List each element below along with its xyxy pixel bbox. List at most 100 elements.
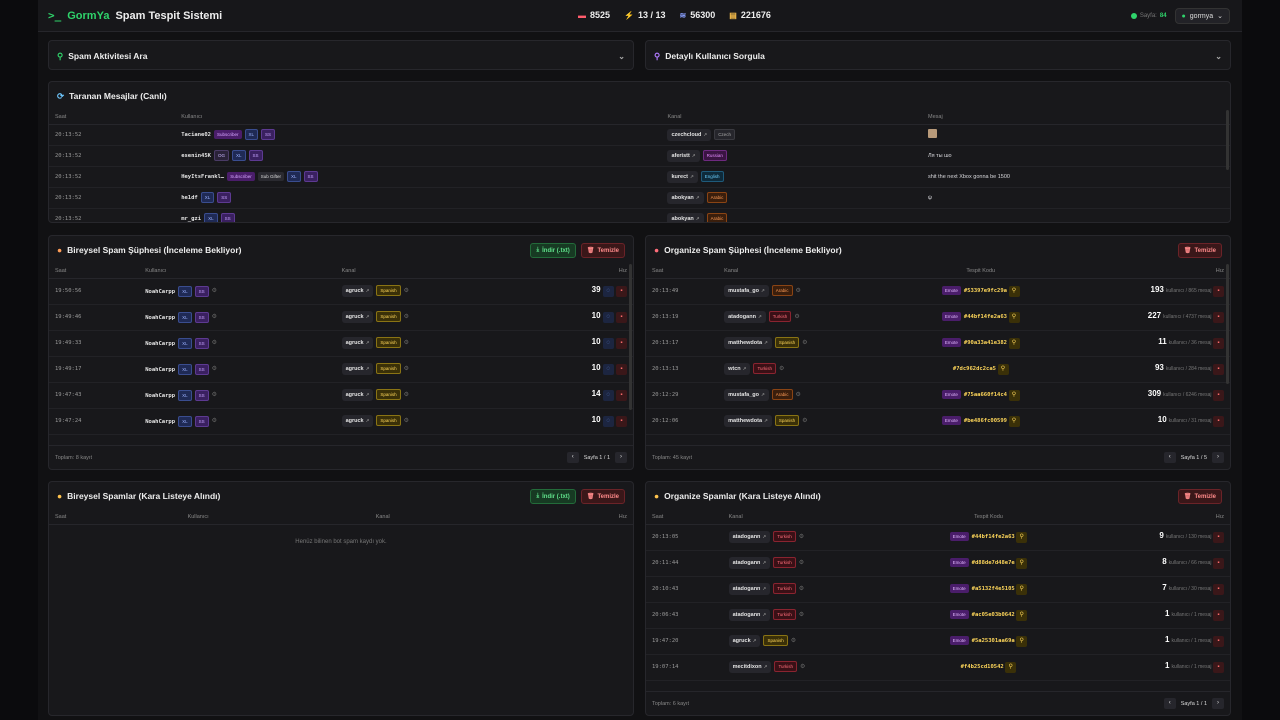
detection-code[interactable]: #75aa660f14c4 xyxy=(963,391,1007,398)
next-page-button[interactable]: › xyxy=(615,452,627,463)
chat-history-button[interactable]: ◌ xyxy=(602,390,614,401)
chat-history-button[interactable]: ◌ xyxy=(602,338,614,349)
delete-button[interactable]: ▪ xyxy=(1213,338,1224,349)
channel-link[interactable]: wtcn ↗ xyxy=(724,363,751,375)
delete-button[interactable]: ▪ xyxy=(1213,584,1224,595)
settings-icon[interactable]: ⚙ xyxy=(802,340,808,346)
channel-link[interactable]: kurect ↗ xyxy=(667,170,698,183)
detection-code[interactable]: #7dc962dc2ca5 xyxy=(952,365,996,372)
search-icon[interactable]: ⚲ xyxy=(1008,337,1020,349)
brand[interactable]: >_ GormYa Spam Tespit Sistemi xyxy=(48,9,222,22)
settings-icon[interactable]: ⚙ xyxy=(798,586,805,592)
username[interactable]: NoahCarpp xyxy=(145,340,176,347)
username[interactable]: esenin45K xyxy=(181,152,211,159)
delete-button[interactable]: ▪ xyxy=(1213,636,1224,647)
scrollbar[interactable] xyxy=(629,264,632,410)
delete-button[interactable]: ▪ xyxy=(616,312,627,323)
channel-link[interactable]: agruck ↗ xyxy=(341,337,374,349)
channel-link[interactable]: agruck ↗ xyxy=(341,415,374,427)
delete-button[interactable]: ▪ xyxy=(616,416,627,427)
search-icon[interactable]: ⚲ xyxy=(1005,661,1017,673)
delete-button[interactable]: ▪ xyxy=(1213,610,1224,621)
search-icon[interactable]: ⚲ xyxy=(997,363,1009,375)
channel-link[interactable]: mustafa_go ↗ xyxy=(724,285,769,297)
settings-icon[interactable]: ⚙ xyxy=(798,560,805,566)
delete-button[interactable]: ▪ xyxy=(616,338,627,349)
delete-button[interactable]: ▪ xyxy=(1213,558,1224,569)
channel-link[interactable]: agruck ↗ xyxy=(341,311,374,323)
search-icon[interactable]: ⚲ xyxy=(1016,609,1028,621)
channel-link[interactable]: agruck ↗ xyxy=(728,635,761,647)
channel-link[interactable]: atadogann ↗ xyxy=(724,311,766,323)
clear-button[interactable]: 🗑 Temizle xyxy=(580,243,625,258)
settings-icon[interactable]: ⚙ xyxy=(779,366,785,372)
delete-button[interactable]: ▪ xyxy=(616,286,627,297)
channel-link[interactable]: matthewdota ↗ xyxy=(724,415,772,427)
channel-link[interactable]: atadogann ↗ xyxy=(728,609,771,621)
chat-history-button[interactable]: ◌ xyxy=(602,364,614,375)
username[interactable]: Taciane02 xyxy=(181,131,211,138)
username[interactable]: mr_gzi xyxy=(181,215,202,222)
delete-button[interactable]: ▪ xyxy=(1213,416,1224,427)
download-button[interactable]: ⤓ İndir (.txt) xyxy=(530,243,576,258)
username[interactable]: NoahCarpp xyxy=(145,366,176,373)
detection-code[interactable]: #a5132f4e5105 xyxy=(971,585,1015,592)
detection-code[interactable]: #ac05e03b0642 xyxy=(971,611,1015,618)
username[interactable]: NoahCarpp xyxy=(145,392,176,399)
user-query-accordion[interactable]: ⚲ Detaylı Kullanıcı Sorgula ⌄ xyxy=(645,40,1231,70)
clear-button[interactable]: 🗑 Temizle xyxy=(1177,489,1222,504)
settings-icon[interactable]: ⚙ xyxy=(798,534,805,540)
settings-icon[interactable]: ⚙ xyxy=(802,418,808,424)
settings-icon[interactable]: ⚙ xyxy=(403,366,410,372)
channel-link[interactable]: aferistt ↗ xyxy=(667,149,700,162)
channel-link[interactable]: atadogann ↗ xyxy=(728,531,771,543)
settings-icon[interactable]: ⚙ xyxy=(403,288,410,294)
delete-button[interactable]: ▪ xyxy=(1213,312,1224,323)
prev-page-button[interactable]: ‹ xyxy=(566,452,579,463)
channel-link[interactable]: agruck ↗ xyxy=(341,285,374,297)
delete-button[interactable]: ▪ xyxy=(1213,532,1224,543)
detection-code[interactable]: #44bf14fe2a63 xyxy=(971,533,1015,540)
detection-code[interactable]: #5a25301aa69a xyxy=(971,637,1015,644)
detection-code[interactable]: #44bf14fe2a63 xyxy=(963,313,1007,320)
chevron-down-icon[interactable]: ⌄ xyxy=(1215,51,1222,61)
download-button[interactable]: ⤓ İndir (.txt) xyxy=(530,489,576,504)
prev-page-button[interactable]: ‹ xyxy=(1163,452,1176,463)
username[interactable]: he1df xyxy=(181,194,198,201)
settings-icon[interactable]: ⚙ xyxy=(795,288,801,294)
channel-link[interactable]: mustafa_go ↗ xyxy=(724,389,769,401)
settings-icon[interactable]: ⚙ xyxy=(403,392,410,398)
clear-button[interactable]: 🗑 Temizle xyxy=(1177,243,1222,258)
delete-button[interactable]: ▪ xyxy=(1213,286,1224,297)
channel-link[interactable]: agruck ↗ xyxy=(341,389,374,401)
detection-code[interactable]: #90a33a41e382 xyxy=(963,339,1007,346)
search-icon[interactable]: ⚲ xyxy=(1008,389,1020,401)
username[interactable]: NoahCarpp xyxy=(145,314,176,321)
channel-link[interactable]: matthewdota ↗ xyxy=(724,337,772,349)
delete-button[interactable]: ▪ xyxy=(1213,390,1224,401)
channel-link[interactable]: abokyan ↗ xyxy=(667,212,704,222)
channel-link[interactable]: agruck ↗ xyxy=(341,363,374,375)
search-icon[interactable]: ⚲ xyxy=(1008,311,1020,323)
username[interactable]: NoahCarpp xyxy=(145,288,176,295)
delete-button[interactable]: ▪ xyxy=(616,364,627,375)
search-icon[interactable]: ⚲ xyxy=(1008,285,1020,297)
detection-code[interactable]: #53397e9fc29a xyxy=(963,287,1007,294)
settings-icon[interactable]: ⚙ xyxy=(403,418,410,424)
scrollbar[interactable] xyxy=(1226,264,1229,384)
channel-link[interactable]: atadogann ↗ xyxy=(728,583,771,595)
spam-search-accordion[interactable]: ⚲ Spam Aktivitesi Ara ⌄ xyxy=(48,40,634,70)
settings-icon[interactable]: ⚙ xyxy=(794,314,800,320)
settings-icon[interactable]: ⚙ xyxy=(403,314,410,320)
search-icon[interactable]: ⚲ xyxy=(1008,415,1020,427)
channel-link[interactable]: czechcloud ↗ xyxy=(667,128,712,141)
detection-code[interactable]: #be486fc00599 xyxy=(963,417,1007,424)
scrollbar[interactable] xyxy=(1226,110,1229,170)
chevron-down-icon[interactable]: ⌄ xyxy=(618,51,625,61)
username[interactable]: HeyItsFrankl… xyxy=(181,173,225,180)
prev-page-button[interactable]: ‹ xyxy=(1163,698,1176,709)
settings-icon[interactable]: ⚙ xyxy=(403,340,410,346)
search-icon[interactable]: ⚲ xyxy=(1016,557,1028,569)
channel-link[interactable]: mecitdixon ↗ xyxy=(728,661,772,673)
detection-code[interactable]: #d88de7d48e7e xyxy=(971,559,1015,566)
